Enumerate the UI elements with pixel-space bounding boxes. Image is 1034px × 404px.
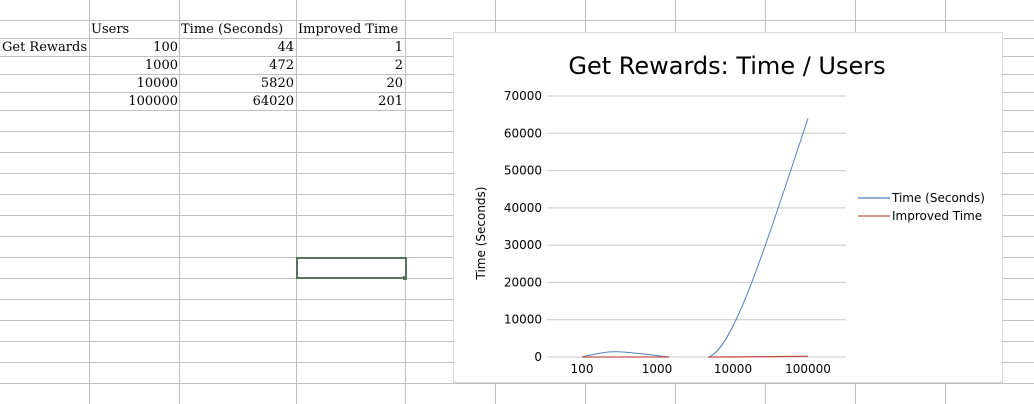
y-tick-label: 40000	[504, 201, 542, 215]
chart-canvas: Get Rewards: Time / Users 0 10000 20000 300…	[474, 52, 985, 376]
row-label-get-rewards[interactable]: Get Rewards	[2, 40, 88, 55]
fill-handle[interactable]	[403, 276, 407, 280]
y-tick-label: 10000	[504, 313, 542, 327]
y-tick-label: 70000	[504, 89, 542, 103]
header-users[interactable]: Users	[91, 22, 130, 37]
cell-time[interactable]: 44	[277, 40, 294, 55]
cell-users[interactable]: 100	[153, 40, 178, 55]
x-tick-label: 100	[571, 362, 594, 376]
selected-cell[interactable]	[296, 257, 407, 279]
series-line-improved-time	[581, 355, 809, 358]
cell-improved[interactable]: 201	[378, 94, 403, 109]
y-tick-label: 0	[534, 350, 542, 364]
x-tick-label: 100000	[785, 362, 831, 376]
chart-title: Get Rewards: Time / Users	[568, 52, 885, 80]
cell-improved[interactable]: 2	[394, 58, 403, 73]
y-tick-label: 50000	[504, 164, 542, 178]
cell-users[interactable]: 10000	[136, 76, 178, 91]
cell-time[interactable]: 5820	[260, 76, 294, 91]
cell-users[interactable]: 1000	[144, 58, 178, 73]
x-tick-label: 10000	[714, 362, 752, 376]
x-tick-label: 1000	[642, 362, 673, 376]
cell-improved[interactable]: 1	[394, 40, 403, 55]
series-line-time	[581, 118, 809, 358]
cell-time[interactable]: 472	[269, 58, 294, 73]
y-tick-label: 30000	[504, 238, 542, 252]
line-chart[interactable]: Get Rewards: Time / Users 0 10000 20000 300…	[453, 32, 1003, 383]
header-improved-time[interactable]: Improved Time	[298, 22, 399, 37]
legend-label: Time (Seconds)	[891, 191, 985, 205]
y-tick-label: 20000	[504, 275, 542, 289]
y-axis-title: Time (Seconds)	[474, 187, 488, 281]
cell-improved[interactable]: 20	[386, 76, 403, 91]
y-tick-label: 60000	[504, 126, 542, 140]
cell-time[interactable]: 64020	[252, 94, 294, 109]
header-time[interactable]: Time (Seconds)	[181, 22, 284, 37]
cell-users[interactable]: 100000	[128, 94, 178, 109]
legend-label: Improved Time	[892, 209, 982, 223]
